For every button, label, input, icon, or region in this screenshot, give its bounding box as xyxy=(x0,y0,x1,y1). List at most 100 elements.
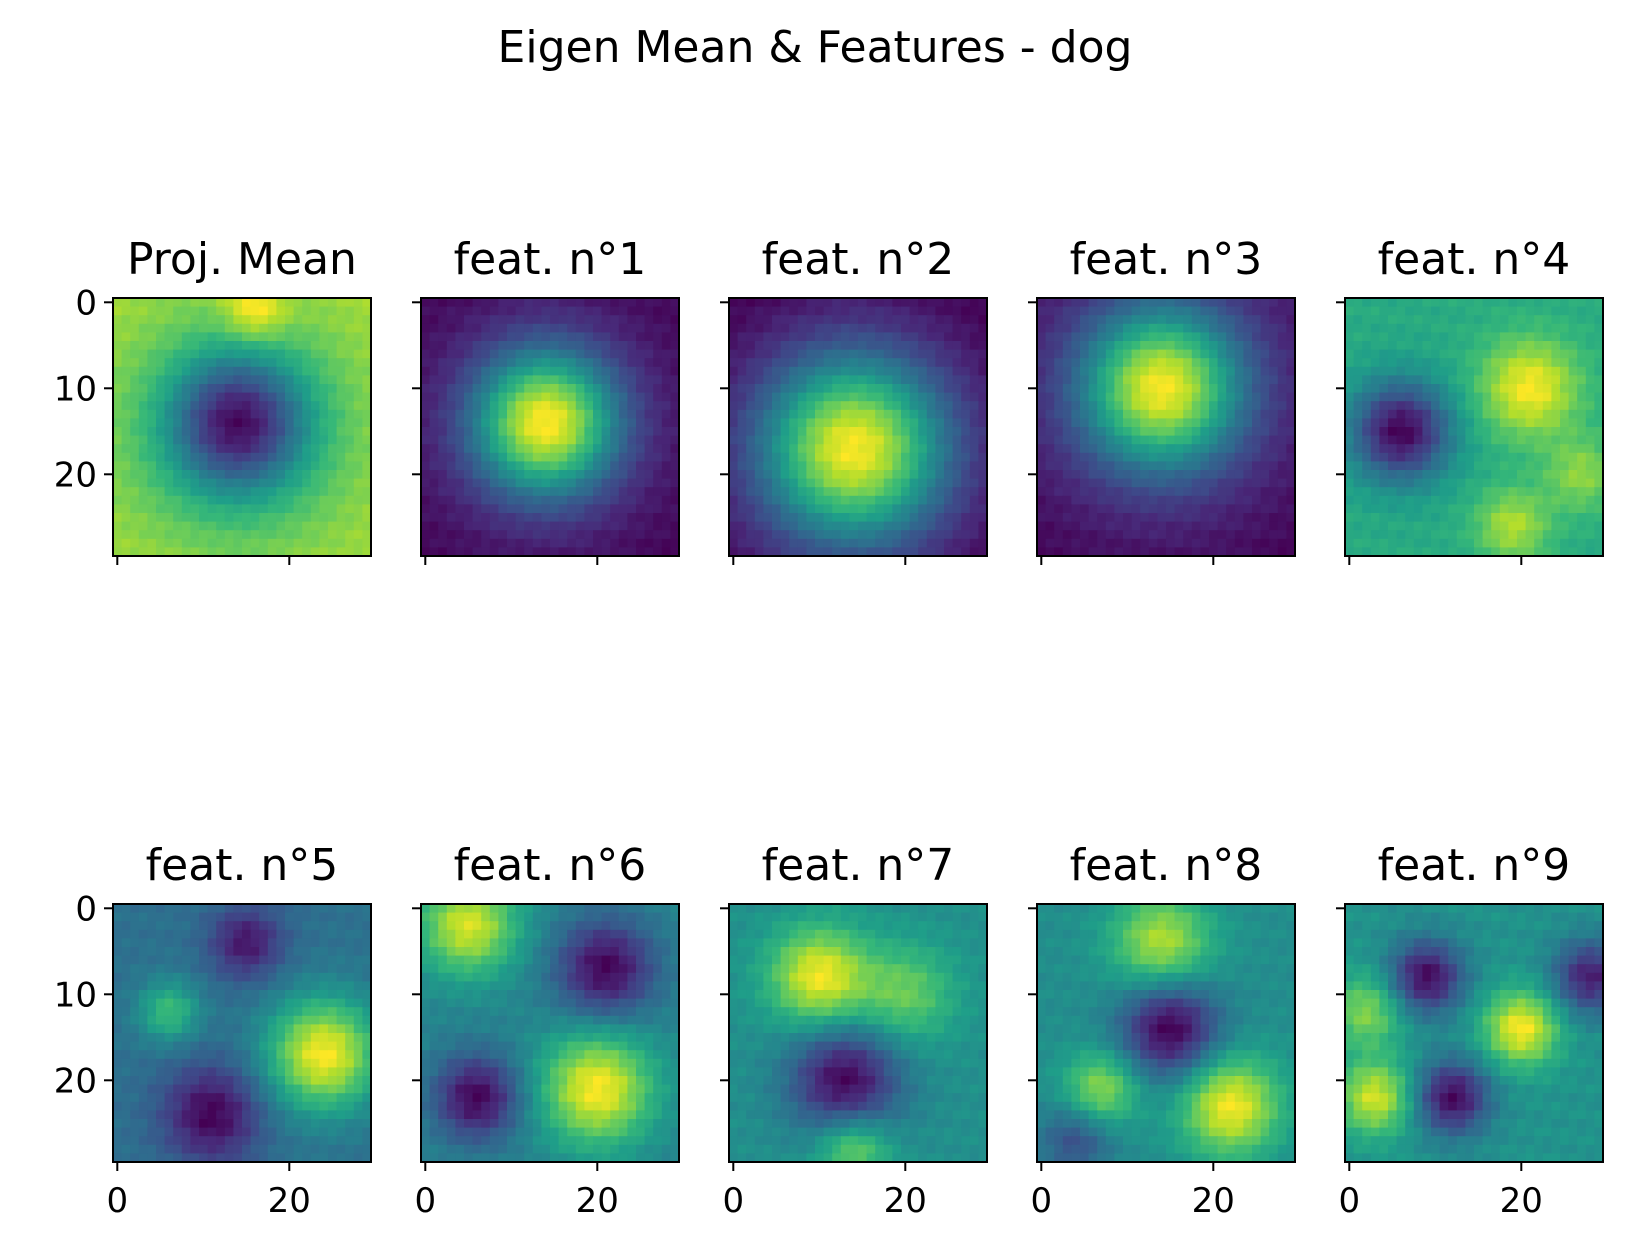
heatmap-cell xyxy=(1191,478,1201,488)
heatmap-cell xyxy=(130,323,140,333)
heatmap-cell xyxy=(541,384,551,394)
heatmap-cell xyxy=(918,478,928,488)
heatmap-cell xyxy=(593,530,603,540)
heatmap-cell xyxy=(336,912,346,922)
heatmap-cell xyxy=(1465,358,1475,368)
heatmap-cell xyxy=(729,470,739,480)
heatmap-cell xyxy=(601,444,611,454)
heatmap-cell xyxy=(1140,323,1150,333)
heatmap-cell xyxy=(1534,341,1544,351)
heatmap-cell xyxy=(978,306,988,316)
heatmap-cell xyxy=(1577,461,1587,471)
heatmap-cell xyxy=(1088,538,1098,548)
heatmap-cell xyxy=(1568,444,1578,454)
heatmap-cell xyxy=(1448,547,1458,557)
heatmap-cell xyxy=(1114,418,1124,428)
heatmap-cell xyxy=(429,384,439,394)
heatmap-cell xyxy=(429,427,439,437)
heatmap-cell xyxy=(353,964,363,974)
heatmap-cell xyxy=(1345,478,1355,488)
heatmap-cell xyxy=(1517,461,1527,471)
heatmap-cell xyxy=(1345,409,1355,419)
heatmap-cell xyxy=(1542,384,1552,394)
heatmap-cell xyxy=(199,990,209,1000)
heatmap-cell xyxy=(969,392,979,402)
heatmap-cell xyxy=(1456,341,1466,351)
heatmap-cell xyxy=(1062,495,1072,505)
heatmap-cell xyxy=(1080,427,1090,437)
heatmap-cell xyxy=(858,323,868,333)
heatmap-cell xyxy=(207,435,217,445)
heatmap-cell xyxy=(481,530,491,540)
heatmap-cell xyxy=(1191,392,1201,402)
heatmap-cell xyxy=(259,947,269,957)
heatmap-cell xyxy=(532,306,542,316)
heatmap-cell xyxy=(935,547,945,557)
heatmap-cell xyxy=(1062,298,1072,308)
heatmap-cell xyxy=(1560,375,1570,385)
heatmap-cell xyxy=(1560,358,1570,368)
heatmap-cell xyxy=(1114,306,1124,316)
heatmap-cell xyxy=(849,332,859,342)
heatmap-cell xyxy=(567,504,577,514)
heatmap-cell xyxy=(815,349,825,359)
heatmap-cell xyxy=(729,323,739,333)
heatmap-cell xyxy=(1217,349,1227,359)
heatmap-cell xyxy=(1431,418,1441,428)
heatmap-cell xyxy=(173,530,183,540)
heatmap-cell xyxy=(164,358,174,368)
heatmap-cell xyxy=(421,341,431,351)
heatmap-cell xyxy=(472,358,482,368)
heatmap-cell xyxy=(285,341,295,351)
heatmap-cell xyxy=(1362,392,1372,402)
heatmap-cell xyxy=(593,521,603,531)
heatmap-cell xyxy=(489,358,499,368)
heatmap-cell xyxy=(259,418,269,428)
heatmap-cell xyxy=(138,904,148,914)
heatmap-cell xyxy=(823,547,833,557)
heatmap-cell xyxy=(173,538,183,548)
heatmap-cell xyxy=(481,427,491,437)
heatmap-cell xyxy=(584,418,594,428)
heatmap-cell xyxy=(1140,444,1150,454)
heatmap-cell xyxy=(1062,384,1072,394)
heatmap-cell xyxy=(507,513,517,523)
heatmap-cell xyxy=(207,964,217,974)
heatmap-cell xyxy=(969,521,979,531)
heatmap-cell xyxy=(328,904,338,914)
heatmap-cell xyxy=(926,470,936,480)
heatmap-cell xyxy=(121,306,131,316)
heatmap-cell xyxy=(1277,427,1287,437)
heatmap-cell xyxy=(121,904,131,914)
heatmap-cell xyxy=(1422,538,1432,548)
heatmap-cell xyxy=(267,401,277,411)
heatmap-cell xyxy=(310,981,320,991)
heatmap-cell xyxy=(1345,315,1355,325)
heatmap-cell xyxy=(190,487,200,497)
heatmap-cell xyxy=(746,401,756,411)
heatmap-cell xyxy=(242,947,252,957)
heatmap-cell xyxy=(832,341,842,351)
heatmap-cell xyxy=(1560,444,1570,454)
heatmap-cell xyxy=(1131,470,1141,480)
heatmap-cell xyxy=(353,981,363,991)
heatmap-cell xyxy=(1114,538,1124,548)
heatmap-cell xyxy=(164,341,174,351)
heatmap-cell xyxy=(267,366,277,376)
heatmap-cell xyxy=(181,495,191,505)
heatmap-cell xyxy=(1157,435,1167,445)
heatmap-cell xyxy=(455,470,465,480)
heatmap-cell xyxy=(472,341,482,351)
heatmap-cell xyxy=(250,1024,260,1034)
heatmap-cell xyxy=(952,341,962,351)
heatmap-cell xyxy=(319,375,329,385)
heatmap-cell xyxy=(780,358,790,368)
heatmap-cell xyxy=(242,998,252,1008)
heatmap-cell xyxy=(1551,521,1561,531)
heatmap-cell xyxy=(224,521,234,531)
heatmap-cell xyxy=(328,332,338,342)
heatmap-cell xyxy=(515,470,525,480)
heatmap-cell xyxy=(216,409,226,419)
heatmap-cell xyxy=(1594,332,1604,342)
heatmap-cell xyxy=(1560,521,1570,531)
